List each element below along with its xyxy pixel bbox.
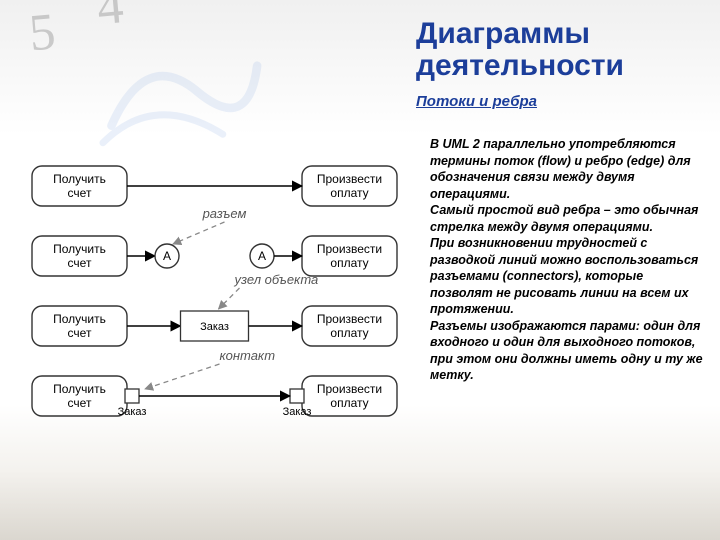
paragraph: Самый простой вид ребра – это обычная ст… (430, 202, 706, 235)
bg-number-glyphs: 6 5 4 (0, 0, 216, 121)
svg-text:Получить: Получить (53, 242, 106, 256)
svg-text:оплату: оплату (330, 326, 368, 340)
svg-text:Получить: Получить (53, 382, 106, 396)
svg-text:счет: счет (68, 186, 92, 200)
paragraph: При возникновении трудностей с разводкой… (430, 235, 706, 318)
svg-text:Произвести: Произвести (317, 242, 382, 256)
activity-flow-diagram: ПолучитьсчетПроизвестиоплатуПолучитьсчет… (12, 156, 414, 436)
svg-text:Получить: Получить (53, 312, 106, 326)
svg-text:A: A (163, 249, 171, 263)
svg-text:оплату: оплату (330, 256, 368, 270)
svg-text:Произвести: Произвести (317, 382, 382, 396)
svg-text:счет: счет (68, 326, 92, 340)
svg-text:Заказ: Заказ (200, 321, 229, 333)
svg-text:разъем: разъем (202, 206, 247, 221)
svg-text:A: A (258, 249, 266, 263)
svg-text:счет: счет (68, 256, 92, 270)
body-text: В UML 2 параллельно употребляются термин… (430, 136, 706, 384)
bg-swirl-icon (90, 40, 270, 160)
svg-text:Произвести: Произвести (317, 172, 382, 186)
page-subtitle: Потоки и ребра (416, 93, 716, 110)
svg-text:Заказ: Заказ (283, 406, 312, 418)
svg-text:узел объекта: узел объекта (234, 272, 319, 287)
svg-text:Получить: Получить (53, 172, 106, 186)
bg-glyph: 5 (27, 2, 58, 63)
page-title: Диаграммы деятельности (416, 18, 716, 81)
svg-text:Заказ: Заказ (118, 406, 147, 418)
svg-text:оплату: оплату (330, 396, 368, 410)
title-block: Диаграммы деятельности Потоки и ребра (416, 18, 716, 110)
bottom-shadow (0, 470, 720, 540)
bg-glyph: 4 (95, 0, 126, 37)
svg-text:контакт: контакт (220, 348, 276, 363)
paragraph: Разъемы изображаются парами: один для вх… (430, 318, 706, 384)
paragraph: В UML 2 параллельно употребляются термин… (430, 136, 706, 202)
svg-text:счет: счет (68, 396, 92, 410)
svg-text:оплату: оплату (330, 186, 368, 200)
svg-text:Произвести: Произвести (317, 312, 382, 326)
